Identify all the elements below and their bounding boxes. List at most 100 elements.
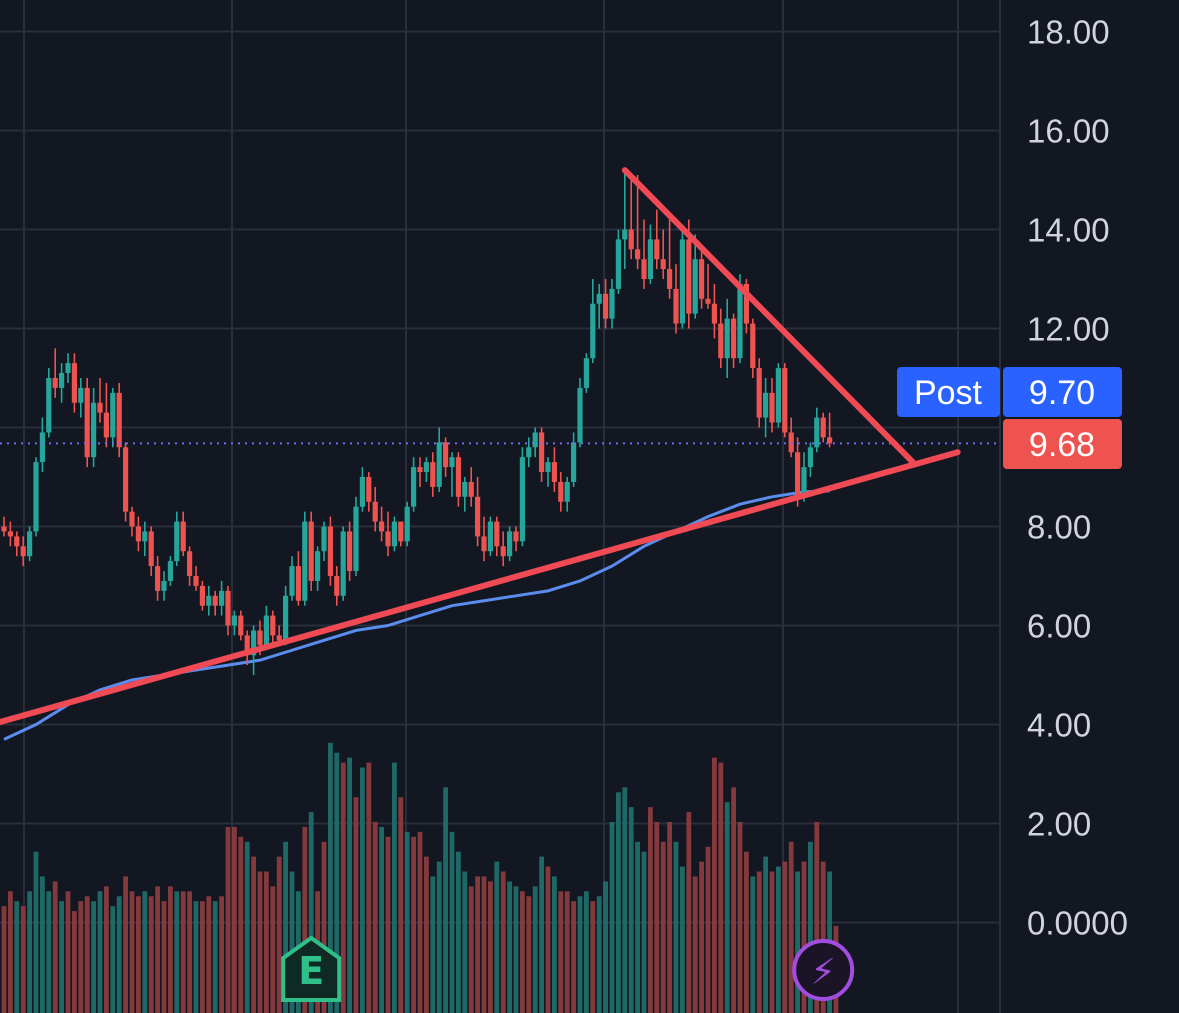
volume-bar [366, 762, 372, 1013]
candle-body [756, 368, 762, 418]
candle-body [807, 447, 813, 468]
volume-bar [718, 762, 724, 1013]
candle-body [295, 566, 301, 601]
candle-body [507, 531, 513, 557]
candle-body [193, 576, 199, 586]
volume-bar [52, 881, 58, 1013]
volume-bar [641, 851, 647, 1013]
candle-body [654, 239, 660, 260]
candle-body [564, 481, 570, 502]
candle-body [14, 536, 20, 547]
y-axis-tick-label: 8.00 [1027, 509, 1091, 546]
volume-bar [513, 886, 519, 1013]
volume-bar [110, 906, 116, 1013]
volume-bar [417, 831, 423, 1013]
earnings-marker-icon[interactable]: E [281, 935, 342, 1002]
candle-body [289, 566, 295, 596]
volume-bar [398, 797, 404, 1013]
volume-bar [731, 787, 736, 1013]
volume-bar [769, 871, 775, 1013]
candle-body [603, 293, 609, 319]
volume-bar [468, 886, 474, 1013]
candle-body [155, 566, 161, 591]
candle-body [455, 457, 461, 497]
volume-bar [616, 792, 621, 1013]
trendline [0, 449, 961, 726]
candle-body [372, 501, 378, 522]
candle-body [487, 521, 493, 552]
candle-body [270, 615, 276, 636]
volume-bar [820, 861, 826, 1013]
candle-body [353, 506, 359, 572]
volume-bar [449, 831, 455, 1013]
volume-bar [385, 836, 391, 1013]
volume-bar [763, 856, 768, 1013]
candle-body [468, 481, 474, 497]
volume-bar [116, 896, 122, 1013]
volume-bar [430, 876, 436, 1013]
candle-body [577, 387, 583, 443]
candle-body [161, 580, 167, 591]
volume-bar [347, 757, 352, 1013]
volume-bar [801, 861, 807, 1013]
candle-body [91, 402, 97, 458]
volume-bar [545, 866, 551, 1013]
candle-body [737, 283, 743, 359]
candle-body [129, 511, 135, 527]
candle-body [718, 323, 724, 359]
candle-body [647, 239, 653, 279]
volume-bar [571, 901, 576, 1013]
candle-body [206, 595, 212, 606]
candle-body [148, 531, 154, 567]
volume-bar [564, 891, 570, 1013]
volume-bar [212, 901, 218, 1013]
candle-body [46, 378, 52, 433]
volume-bar [161, 901, 167, 1013]
volume-bar [123, 876, 128, 1013]
volume-bar [699, 861, 704, 1013]
volume-bar [8, 891, 13, 1013]
volume-bar [289, 871, 295, 1013]
volume-bar [251, 856, 256, 1013]
candle-body [436, 442, 442, 487]
volume-bar [33, 851, 39, 1013]
candle-body [795, 452, 801, 497]
volume-bar [795, 871, 800, 1013]
volume-bar [475, 876, 480, 1013]
volume-bar [200, 901, 205, 1013]
volume-bar [673, 841, 679, 1013]
volume-bar [283, 841, 288, 1013]
candle-body [660, 259, 666, 270]
candle-body [475, 496, 481, 537]
event-marker-icon[interactable]: ⚡ [792, 939, 855, 1001]
candle-body [763, 392, 769, 418]
volume-bar [187, 891, 192, 1013]
volume-bar [14, 901, 20, 1013]
volume-bar [308, 812, 314, 1013]
candle-body [366, 477, 372, 502]
volume-bar [744, 851, 749, 1013]
candle-body [385, 531, 391, 547]
candle-body [724, 318, 730, 359]
volume-bar [129, 891, 135, 1013]
candle-body [334, 576, 340, 596]
candle-body [814, 417, 820, 448]
y-axis-tick-label: 0.0000 [1027, 905, 1128, 942]
candle-body [820, 417, 826, 438]
marker-label: ⚡ [811, 952, 836, 993]
candle-body [225, 590, 231, 626]
candle-body [244, 635, 250, 656]
candle-body [423, 462, 429, 473]
y-axis-tick-label: 12.00 [1027, 311, 1110, 348]
marker-label: E [298, 949, 324, 993]
volume-bar [360, 767, 365, 1013]
volume-bar [65, 891, 71, 1013]
candle-body [609, 288, 615, 319]
volume-bar [456, 851, 461, 1013]
candle-body [692, 259, 698, 314]
volume-bar [372, 822, 378, 1013]
candle-body [1, 526, 7, 532]
candle-body [97, 402, 103, 413]
y-axis-tick-label: 14.00 [1027, 212, 1110, 249]
